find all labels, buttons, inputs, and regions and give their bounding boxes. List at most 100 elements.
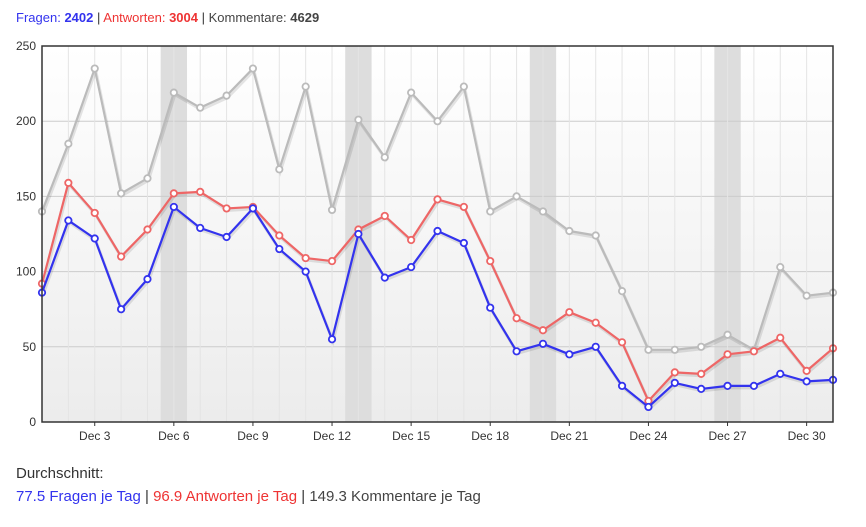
answers-data-point (565, 308, 574, 317)
x-tick-label: Dec 30 (788, 429, 826, 443)
activity-line-chart: 0 50 100 150 200 250 Dec 3 Dec 6 Dec 9 Dec 12 Dec… (16, 39, 838, 443)
comments-data-point (117, 189, 126, 198)
answers-data-point (64, 178, 73, 187)
comments-data-point (143, 174, 152, 183)
questions-data-point (538, 339, 548, 348)
questions-data-point (644, 402, 653, 412)
comments-total-label: Kommentare: (208, 10, 287, 25)
answers-data-point (90, 208, 99, 218)
questions-data-point (143, 275, 152, 284)
answers-data-point (802, 366, 811, 375)
separator: | (96, 10, 101, 25)
comments-data-point (459, 82, 468, 91)
answers-data-point (301, 253, 310, 263)
comments-data-point (354, 115, 363, 124)
avg-answers: 96.9 Antworten je Tag (153, 488, 298, 505)
comments-data-point (64, 139, 73, 148)
questions-data-point (301, 267, 310, 276)
comments-data-point (538, 207, 548, 216)
answers-data-point (327, 256, 337, 266)
answers-data-point (749, 347, 759, 356)
comments-total-value: 4629 (290, 10, 320, 25)
questions-data-point (433, 226, 442, 236)
questions-data-point (591, 342, 600, 351)
answers-data-point (169, 189, 178, 198)
x-tick-label: Dec 18 (471, 429, 509, 443)
comments-data-point (222, 91, 231, 100)
answers-data-point (143, 225, 152, 234)
comments-data-point (670, 345, 679, 354)
comments-data-point (90, 64, 99, 73)
y-tick-label: 50 (23, 340, 37, 354)
questions-data-point (565, 350, 574, 359)
answers-total-label: Antworten: (103, 10, 166, 25)
avg-comments: 149.3 Kommentare je Tag (309, 488, 481, 505)
answers-data-point (617, 338, 627, 347)
y-tick-label: 100 (16, 265, 36, 279)
y-tick-label: 200 (16, 114, 36, 128)
questions-total-value: 2402 (64, 10, 94, 25)
comments-data-point (407, 88, 416, 97)
questions-data-point (776, 369, 785, 378)
questions-data-point (275, 244, 284, 254)
y-tick-label: 0 (29, 415, 36, 429)
answers-data-point (407, 235, 416, 245)
questions-data-point (222, 232, 231, 242)
answers-total-value: 3004 (169, 10, 198, 25)
questions-data-point (117, 305, 126, 314)
questions-data-point (90, 234, 99, 243)
questions-data-point (512, 347, 521, 356)
questions-data-point (749, 381, 759, 391)
answers-data-point (196, 187, 205, 196)
comments-data-point (802, 291, 811, 300)
questions-data-point (64, 216, 73, 225)
x-tick-label: Dec 21 (550, 429, 588, 443)
questions-data-point (617, 381, 627, 391)
answers-data-point (222, 204, 231, 213)
questions-data-point (169, 202, 178, 212)
comments-data-point (196, 103, 205, 112)
answers-data-point (512, 314, 521, 323)
questions-data-point (196, 223, 205, 233)
questions-data-point (407, 262, 416, 272)
answers-data-point (459, 202, 468, 212)
answers-data-point (433, 195, 442, 204)
answers-data-point (776, 333, 785, 342)
avg-questions: 77.5 Fragen je Tag (16, 488, 141, 505)
answers-data-point (538, 326, 548, 335)
questions-data-point (802, 377, 811, 386)
comments-data-point (248, 64, 258, 73)
comments-data-point (275, 165, 284, 174)
y-tick-label: 250 (16, 39, 36, 53)
comments-data-point (380, 153, 389, 162)
answers-data-point (117, 252, 126, 261)
comments-data-point (697, 342, 706, 351)
x-tick-label: Dec 6 (158, 429, 190, 443)
comments-data-point (486, 207, 495, 216)
comments-data-point (776, 262, 785, 272)
x-tick-label: Dec 12 (313, 429, 351, 443)
totals-summary: Fragen: 2402 | Antworten: 3004 | Komment… (16, 10, 319, 25)
questions-data-point (486, 303, 495, 312)
answers-data-point (670, 368, 679, 377)
questions-data-point (248, 204, 258, 213)
questions-data-point (670, 378, 679, 387)
comments-data-point (565, 226, 574, 236)
comments-data-point (723, 330, 732, 339)
y-tick-label: 150 (16, 189, 36, 203)
separator: | (201, 10, 205, 25)
comments-data-point (327, 205, 337, 215)
answers-data-point (697, 369, 706, 378)
x-tick-label: Dec 9 (237, 429, 269, 443)
answers-data-point (723, 350, 732, 359)
plot-frame (41, 45, 834, 423)
x-tick-label: Dec 24 (629, 429, 667, 443)
questions-data-point (327, 335, 337, 344)
answers-data-point (380, 211, 389, 221)
questions-total-label: Fragen: (16, 10, 61, 25)
comments-data-point (169, 88, 178, 97)
comments-data-point (617, 287, 627, 296)
x-tick-label: Dec 27 (709, 429, 747, 443)
comments-data-point (512, 192, 521, 201)
comments-data-point (433, 117, 442, 126)
